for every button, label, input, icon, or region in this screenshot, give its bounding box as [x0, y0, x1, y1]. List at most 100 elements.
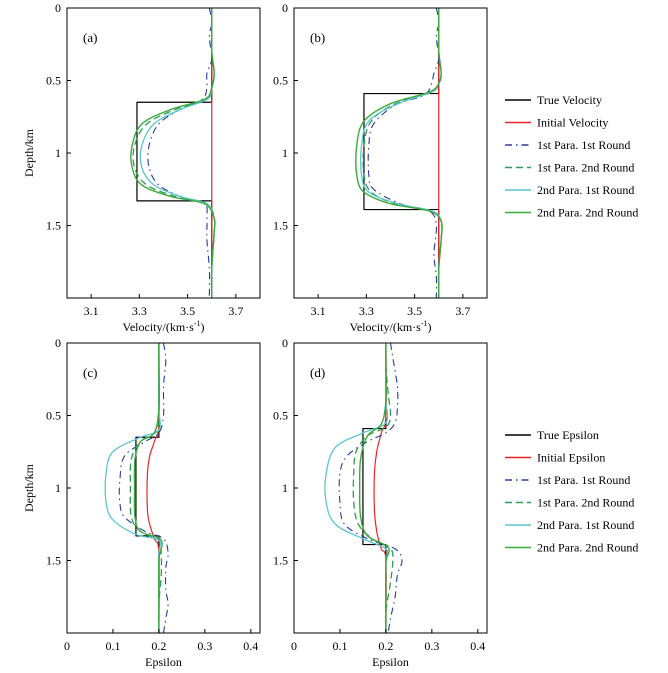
- series-line-p2r1: [359, 8, 443, 298]
- legend-item-true: True Epsilon: [505, 428, 599, 442]
- x-tick-label: 0.1: [332, 639, 347, 653]
- y-tick-label: 0: [282, 1, 288, 15]
- legend-label-p2r2: 2nd Para. 2nd Round: [537, 541, 638, 555]
- plot-frame: [66, 342, 261, 634]
- legend-item-initial: Initial Epsilon: [505, 451, 605, 465]
- x-axis-label-text: Velocity/(km·s: [123, 320, 195, 334]
- y-tick-label: 1.5: [46, 554, 61, 568]
- series-line-p2r1: [104, 343, 162, 633]
- legend-item-p2r2: 2nd Para. 2nd Round: [505, 206, 638, 220]
- series-line-p2r2: [355, 8, 443, 298]
- y-tick-label: 1.5: [46, 219, 61, 233]
- x-tick-label: 0: [291, 639, 297, 653]
- legend-label-p1r2: 1st Para. 2nd Round: [537, 496, 634, 510]
- x-axis-label-text: Epsilon: [145, 655, 182, 669]
- legend-item-p2r1: 2nd Para. 1st Round: [505, 518, 634, 532]
- legend-label-p2r1: 2nd Para. 1st Round: [537, 518, 634, 532]
- legend-item-p2r1: 2nd Para. 1st Round: [505, 183, 634, 197]
- y-tick-label: 1.5: [273, 219, 288, 233]
- series-line-true: [136, 8, 213, 298]
- legend-item-p1r1: 1st Para. 1st Round: [505, 473, 630, 487]
- x-axis-label-exponent: -1: [194, 319, 201, 328]
- plot-frame: [293, 342, 488, 634]
- legend-label-initial: Initial Velocity: [537, 116, 608, 130]
- x-tick-label: 3.1: [311, 304, 326, 318]
- series-line-p1r2: [362, 8, 443, 298]
- x-tick-label: 3.5: [407, 304, 422, 318]
- panel-a: 3.1 3.3 3.5 3.7 0 0.5 1 1.5 (a) Velocity/(km·s-1)…: [22, 1, 261, 334]
- x-axis-label-exponent: -1: [421, 319, 428, 328]
- legend-label-true: True Epsilon: [537, 428, 599, 442]
- y-tick-label: 0.5: [46, 74, 61, 88]
- legend-velocity: True Velocity Initial Velocity 1st Para. 1…: [505, 93, 638, 220]
- y-tick-label: 1: [55, 481, 61, 495]
- x-tick-label: 3.3: [359, 304, 374, 318]
- legend-label-p1r1: 1st Para. 1st Round: [537, 138, 630, 152]
- plot-frame: [66, 7, 261, 299]
- y-tick-label: 1: [282, 146, 288, 160]
- panel-d-series: [324, 343, 403, 633]
- panel-label: (b): [310, 30, 325, 45]
- series-line-p1r1: [118, 343, 169, 633]
- panel-label: (a): [83, 30, 97, 45]
- x-tick-label: 0.4: [470, 639, 485, 653]
- x-axis-label-text: Velocity/(km·s: [350, 320, 422, 334]
- y-tick-label: 0: [282, 336, 288, 350]
- panel-b-series: [355, 8, 443, 298]
- panel-label: (c): [83, 365, 97, 380]
- legend-label-p2r1: 2nd Para. 1st Round: [537, 183, 634, 197]
- series-line-initial: [373, 343, 387, 633]
- series-line-p2r1: [139, 8, 216, 298]
- x-axis-label: Velocity/(km·s-1): [123, 319, 205, 334]
- series-line-p1r1: [338, 343, 403, 633]
- x-axis-label: Epsilon: [372, 655, 409, 669]
- x-tick-label: 3.7: [455, 304, 470, 318]
- x-tick-label: 0.2: [378, 639, 393, 653]
- series-line-initial: [146, 343, 160, 633]
- legend-label-initial: Initial Epsilon: [537, 451, 605, 465]
- x-axis-label-text: Epsilon: [372, 655, 409, 669]
- series-line-p1r2: [132, 8, 216, 298]
- x-axis-label-close: ): [201, 320, 205, 334]
- legend-label-p1r1: 1st Para. 1st Round: [537, 473, 630, 487]
- panel-c-series: [104, 343, 169, 633]
- legend-item-initial: Initial Velocity: [505, 116, 608, 130]
- series-line-p1r1: [147, 8, 213, 298]
- y-axis-label: Depth/km: [22, 463, 36, 512]
- series-line-p2r2: [130, 8, 216, 298]
- y-tick-label: 1: [282, 481, 288, 495]
- legend-item-p1r2: 1st Para. 2nd Round: [505, 161, 634, 175]
- x-tick-label: 0.4: [243, 639, 258, 653]
- x-tick-label: 3.3: [132, 304, 147, 318]
- legend-item-p1r1: 1st Para. 1st Round: [505, 138, 630, 152]
- y-tick-label: 0: [55, 336, 61, 350]
- panel-d: 0 0.1 0.2 0.3 0.4 0 0.5 1 1.5 (d) Epsilon: [273, 336, 488, 669]
- y-tick-label: 0.5: [273, 409, 288, 423]
- panel-label: (d): [310, 365, 325, 380]
- x-tick-label: 0.2: [151, 639, 166, 653]
- x-tick-label: 3.5: [180, 304, 195, 318]
- legend-item-true: True Velocity: [505, 93, 602, 107]
- y-tick-label: 1: [55, 146, 61, 160]
- legend-label-p1r2: 1st Para. 2nd Round: [537, 161, 634, 175]
- panel-b: 3.1 3.3 3.5 3.7 0 0.5 1 1.5 (b) Velocity/(km·s-1): [273, 1, 488, 334]
- x-axis-label: Velocity/(km·s-1): [350, 319, 432, 334]
- y-tick-label: 0.5: [46, 409, 61, 423]
- series-line-p2r2: [133, 343, 163, 633]
- x-tick-label: 3.7: [228, 304, 243, 318]
- series-line-p2r1: [324, 343, 389, 633]
- y-tick-label: 0.5: [273, 74, 288, 88]
- x-tick-label: 0.1: [105, 639, 120, 653]
- x-tick-label: 0.3: [197, 639, 212, 653]
- y-tick-label: 1.5: [273, 554, 288, 568]
- legend-label-true: True Velocity: [537, 93, 602, 107]
- x-tick-label: 0: [64, 639, 70, 653]
- panel-a-series: [130, 8, 216, 298]
- x-axis-label-close: ): [428, 320, 432, 334]
- legend-epsilon: True Epsilon Initial Epsilon 1st Para. 1st…: [505, 428, 638, 555]
- x-tick-label: 0.3: [424, 639, 439, 653]
- legend-item-p1r2: 1st Para. 2nd Round: [505, 496, 634, 510]
- legend-label-p2r2: 2nd Para. 2nd Round: [537, 206, 638, 220]
- x-axis-label: Epsilon: [145, 655, 182, 669]
